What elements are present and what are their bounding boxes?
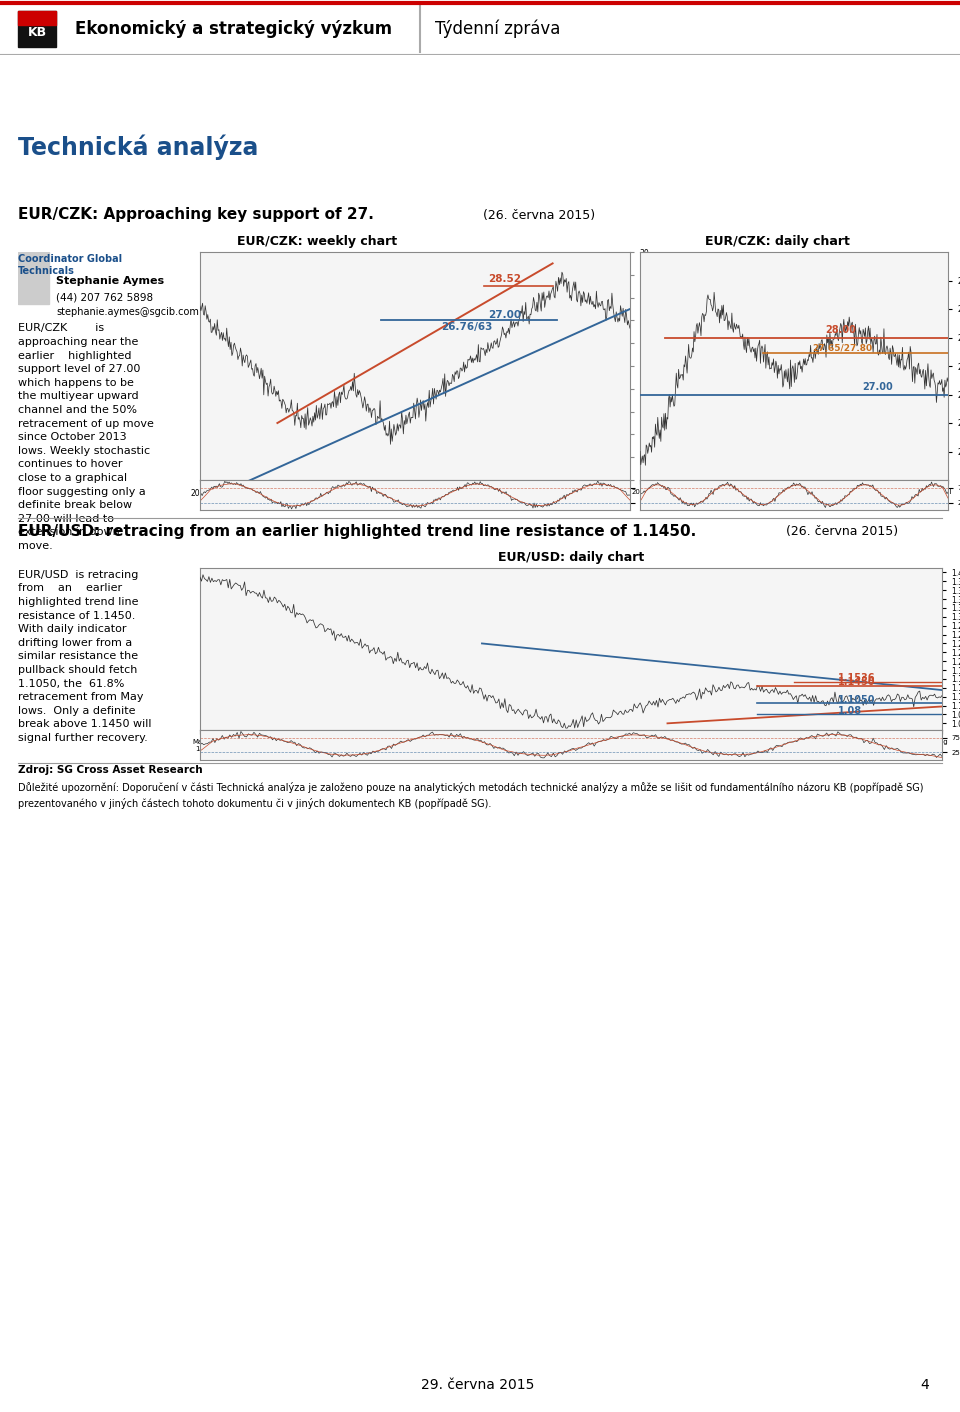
Text: KB: KB <box>28 27 47 40</box>
Text: 26.76/63: 26.76/63 <box>441 322 492 332</box>
Text: 29. června 2015: 29. června 2015 <box>421 1378 535 1392</box>
Text: 27.00: 27.00 <box>488 309 521 319</box>
Text: Stephanie Aymes: Stephanie Aymes <box>57 275 164 285</box>
Text: EUR/USD  is retracing
from    an    earlier
highlighted trend line
resistance of: EUR/USD is retracing from an earlier hig… <box>18 570 152 743</box>
Text: 1.1450: 1.1450 <box>838 676 876 686</box>
Text: 28.00: 28.00 <box>825 325 855 335</box>
Text: 1.1050: 1.1050 <box>838 695 876 705</box>
Text: Technická analýza: Technická analýza <box>18 134 258 160</box>
Text: stephanie.aymes@sgcib.com: stephanie.aymes@sgcib.com <box>57 306 200 316</box>
Text: EUR/CZK        is
approaching near the
earlier    highlighted
support level of 2: EUR/CZK is approaching near the earlier … <box>18 323 154 551</box>
Text: prezentovaného v jiných částech tohoto dokumentu či v jiných dokumentech KB (pop: prezentovaného v jiných částech tohoto d… <box>18 798 492 809</box>
Text: EUR/CZK: weekly chart: EUR/CZK: weekly chart <box>237 234 397 247</box>
Bar <box>18 11 56 25</box>
Text: 1.1536: 1.1536 <box>838 674 876 683</box>
Text: EUR/CZK: daily chart: EUR/CZK: daily chart <box>705 234 850 247</box>
Text: EUR/USD: retracing from an earlier highlighted trend line resistance of 1.1450.: EUR/USD: retracing from an earlier highl… <box>18 524 696 539</box>
Text: Coordinator Global
Technicals: Coordinator Global Technicals <box>18 254 122 275</box>
Text: 27.65/27.80: 27.65/27.80 <box>812 343 873 352</box>
Text: 28.52: 28.52 <box>488 274 521 284</box>
Text: Zdroj: SG Cross Asset Research: Zdroj: SG Cross Asset Research <box>18 765 203 775</box>
Text: (44) 207 762 5898: (44) 207 762 5898 <box>57 292 154 302</box>
Text: EUR/USD: daily chart: EUR/USD: daily chart <box>498 551 644 563</box>
Text: 4: 4 <box>920 1378 929 1392</box>
Bar <box>18 251 50 305</box>
Text: 1.08: 1.08 <box>838 706 862 716</box>
Text: Důležité upozornění: Doporučení v části Technická analýza je založeno pouze na a: Důležité upozornění: Doporučení v části … <box>18 781 924 792</box>
Text: Ekonomický a strategický výzkum: Ekonomický a strategický výzkum <box>75 20 392 38</box>
Text: (26. června 2015): (26. června 2015) <box>786 525 899 538</box>
Text: 27.00: 27.00 <box>862 381 893 393</box>
Text: (26. června 2015): (26. června 2015) <box>483 209 595 222</box>
Text: Týdenní zpráva: Týdenní zpráva <box>435 20 561 38</box>
Text: EUR/CZK: Approaching key support of 27.: EUR/CZK: Approaching key support of 27. <box>18 208 373 223</box>
Bar <box>18 11 56 47</box>
